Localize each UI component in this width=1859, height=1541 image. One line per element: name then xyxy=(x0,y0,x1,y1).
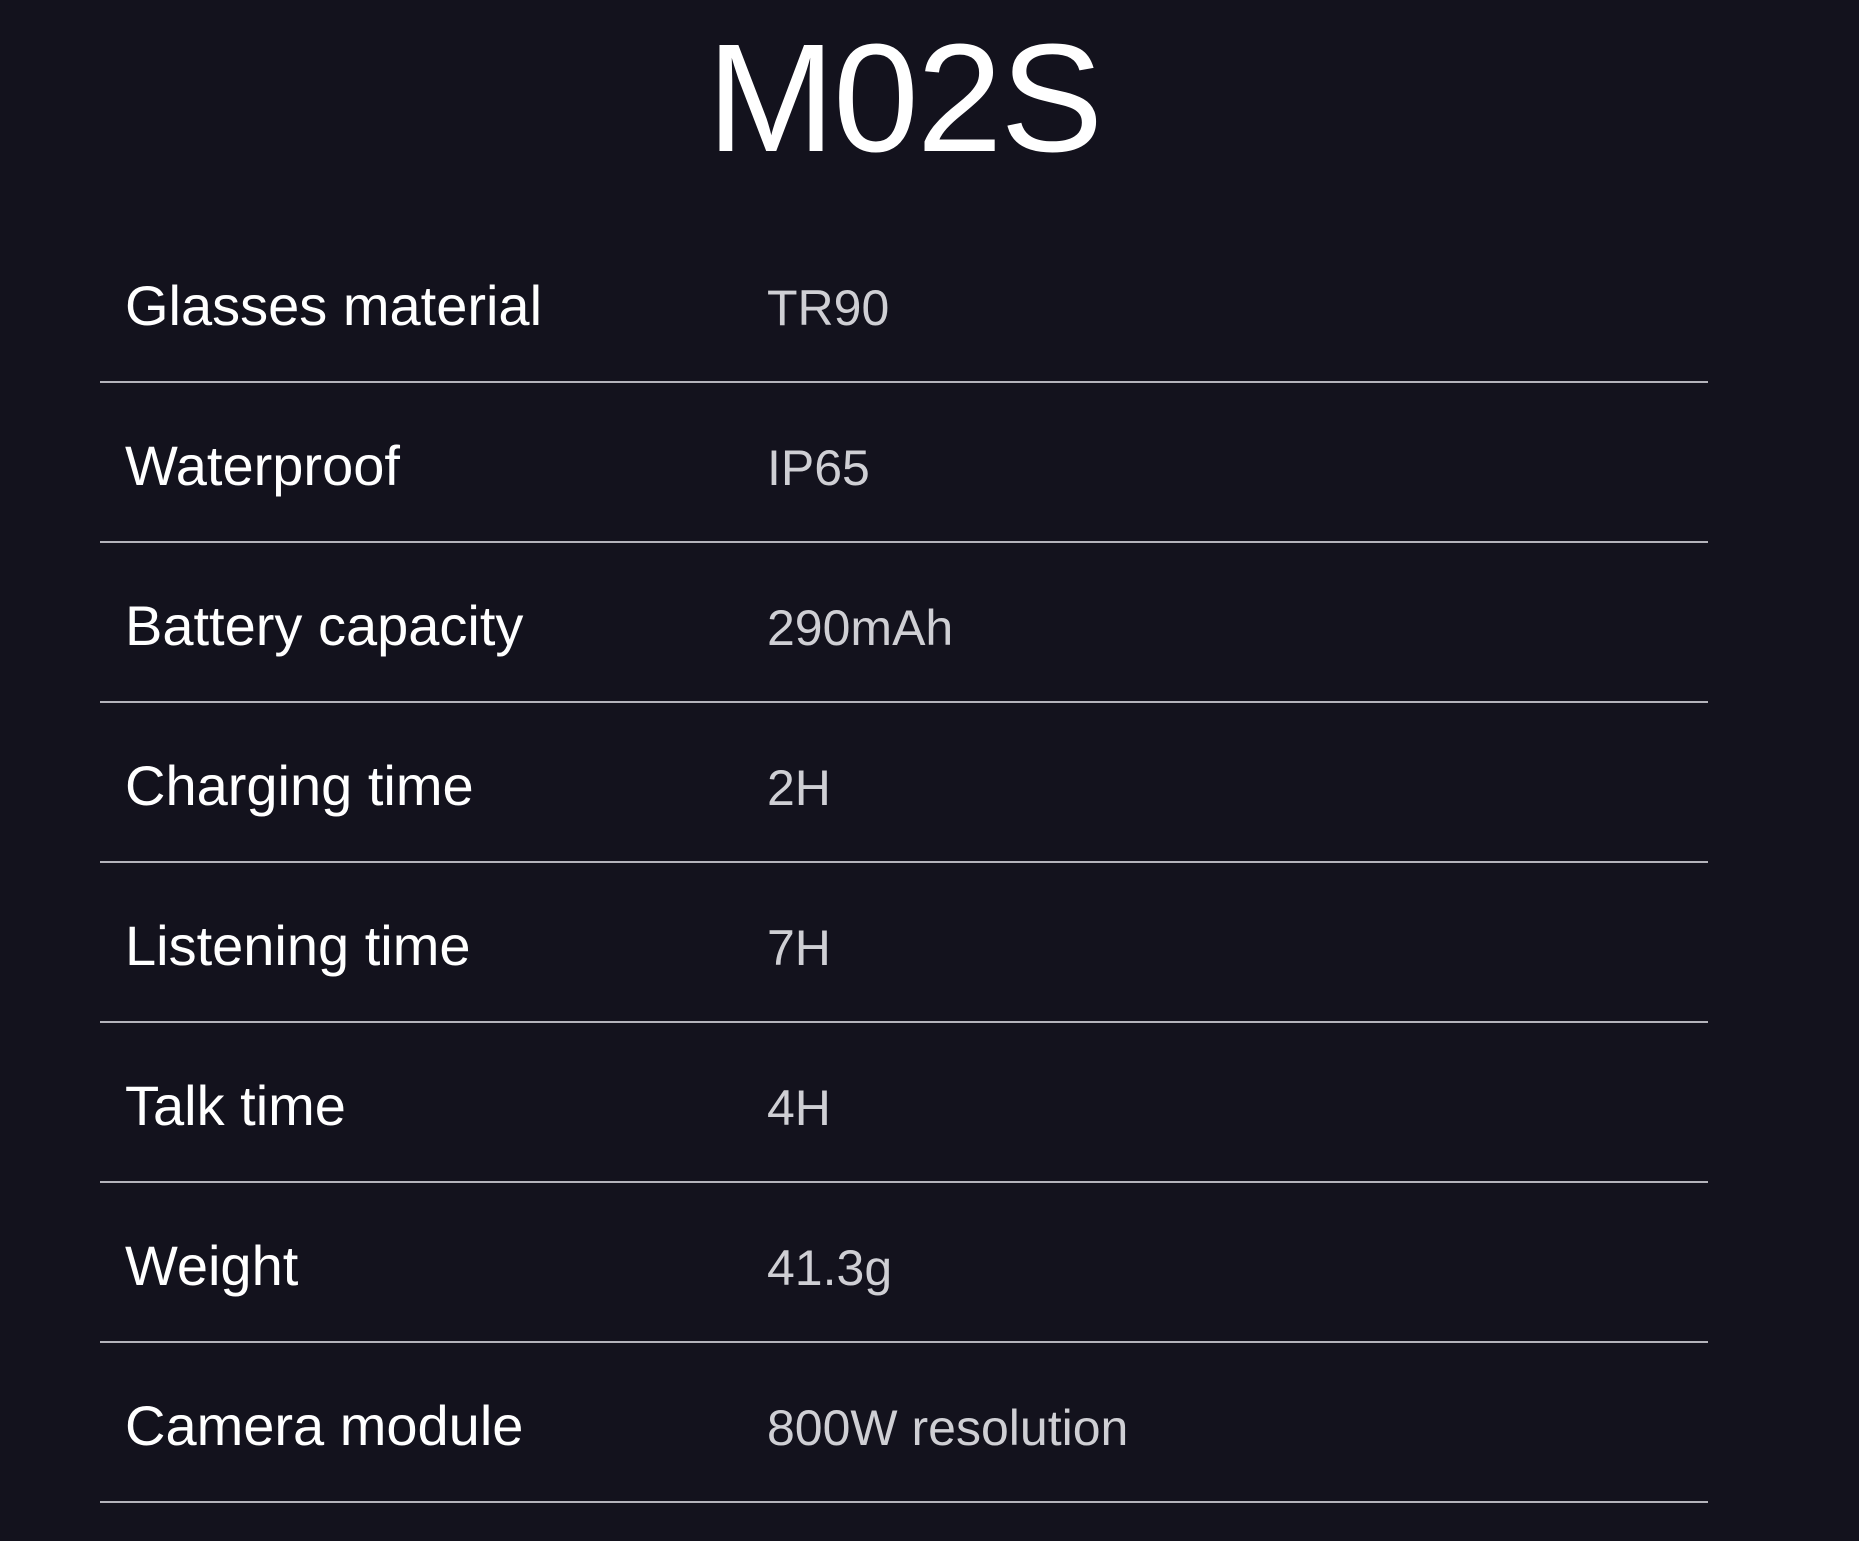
spec-row-talk-time: Talk time 4H xyxy=(100,1023,1708,1183)
spec-table: Glasses material TR90 Waterproof IP65 Ba… xyxy=(100,223,1708,1503)
spec-label: Talk time xyxy=(125,1074,346,1137)
spec-row-listening-time: Listening time 7H xyxy=(100,863,1708,1023)
spec-label: Camera module xyxy=(125,1394,524,1457)
spec-row-weight: Weight 41.3g xyxy=(100,1183,1708,1343)
spec-value: 800W resolution xyxy=(767,1400,1129,1456)
spec-label: Listening time xyxy=(125,914,471,977)
spec-row-charging-time: Charging time 2H xyxy=(100,703,1708,863)
spec-value: 4H xyxy=(767,1080,831,1136)
spec-label: Battery capacity xyxy=(125,594,524,657)
spec-value: 41.3g xyxy=(767,1240,893,1296)
spec-row-waterproof: Waterproof IP65 xyxy=(100,383,1708,543)
spec-label: Waterproof xyxy=(125,434,400,497)
product-title: M02S xyxy=(706,12,1103,184)
spec-label: Weight xyxy=(125,1234,299,1297)
spec-label: Glasses material xyxy=(125,274,543,337)
spec-value: 7H xyxy=(767,920,831,976)
spec-row-camera-module: Camera module 800W resolution xyxy=(100,1343,1708,1503)
spec-row-glasses-material: Glasses material TR90 xyxy=(100,223,1708,383)
spec-value: IP65 xyxy=(767,440,870,496)
spec-value: 2H xyxy=(767,760,831,816)
spec-label: Charging time xyxy=(125,754,474,817)
spec-value: 290mAh xyxy=(767,600,954,656)
spec-value: TR90 xyxy=(767,280,890,336)
spec-row-battery-capacity: Battery capacity 290mAh xyxy=(100,543,1708,703)
